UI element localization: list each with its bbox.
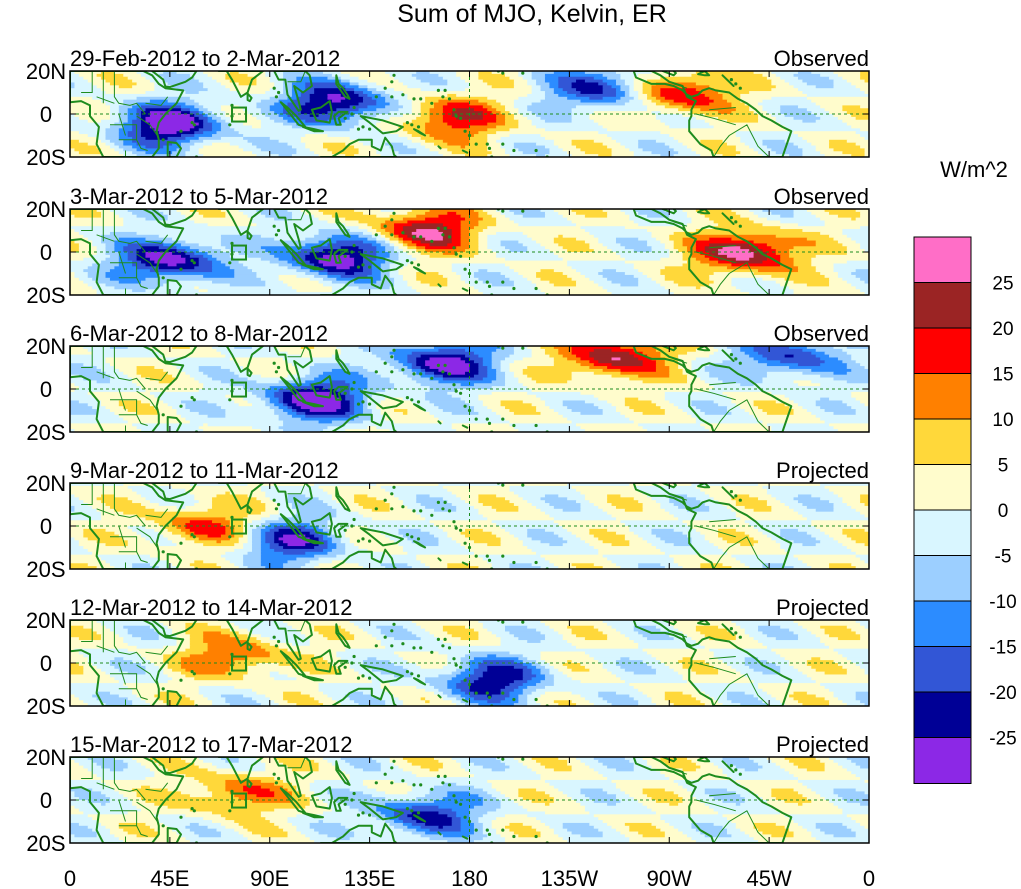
lat-label: 20S xyxy=(26,420,65,445)
lat-label: 20N xyxy=(26,197,66,222)
map-panel-1: 20N 0 20S 29-Feb-2012 to 2-Mar-2012 Observed xyxy=(26,46,870,170)
colorbar-swatch xyxy=(913,327,972,375)
region-box xyxy=(231,106,248,123)
lon-label: 135W xyxy=(541,866,599,889)
lat-label: 0 xyxy=(40,102,52,127)
colorbar-swatch xyxy=(913,691,972,739)
lat-label: 0 xyxy=(40,788,52,813)
map-panel-6: 20N 0 20S 15-Mar-2012 to 17-Mar-2012 Project… xyxy=(26,732,870,856)
lat-label: 0 xyxy=(40,377,52,402)
colorbar-label: 10 xyxy=(992,410,1013,431)
map-panel-4: 20N 0 20S 9-Mar-2012 to 11-Mar-2012 Projecte… xyxy=(26,458,870,582)
panel-date-range: 15-Mar-2012 to 17-Mar-2012 xyxy=(70,732,352,757)
colorbar: 25 20 15 10 5 0 -5 -10 -15 -20 -25 xyxy=(913,236,1017,784)
longitude-axis: 0 45E 90E 135E 180 135W 90W 45W 0 xyxy=(64,866,875,889)
colorbar-swatch xyxy=(913,464,972,511)
lat-label: 0 xyxy=(40,651,52,676)
colorbar-label: 25 xyxy=(992,274,1013,295)
olr-anomaly-field xyxy=(70,757,869,843)
lon-label: 45W xyxy=(747,866,792,889)
lon-label: 180 xyxy=(451,866,488,889)
map-panel-2: 20N 0 20S 3-Mar-2012 to 5-Mar-2012 Observed xyxy=(26,184,870,308)
colorbar-units: W/m^2 xyxy=(940,157,1008,182)
olr-anomaly-field xyxy=(70,346,869,432)
panel-date-range: 9-Mar-2012 to 11-Mar-2012 xyxy=(70,458,339,483)
region-box xyxy=(231,244,248,261)
olr-anomaly-field xyxy=(70,209,869,295)
colorbar-swatch xyxy=(913,646,972,693)
colorbar-label: -20 xyxy=(989,683,1016,704)
colorbar-label: 5 xyxy=(998,456,1009,477)
colorbar-swatch xyxy=(913,555,972,602)
colorbar-label: -25 xyxy=(989,729,1016,750)
lon-label: 0 xyxy=(863,866,875,889)
coastlines xyxy=(70,757,793,843)
colorbar-swatch xyxy=(913,373,972,420)
lat-label: 20S xyxy=(26,283,65,308)
map-panels: 20N 0 20S 29-Feb-2012 to 2-Mar-2012 Observed… xyxy=(26,46,870,856)
colorbar-label: 15 xyxy=(992,365,1013,386)
colorbar-swatch xyxy=(913,509,972,557)
coastlines xyxy=(70,346,793,432)
lon-label: 135E xyxy=(344,866,395,889)
lat-label: 20N xyxy=(26,334,66,359)
region-box xyxy=(231,655,248,672)
panel-date-range: 12-Mar-2012 to 14-Mar-2012 xyxy=(70,595,352,620)
map-panel-3: 20N 0 20S 6-Mar-2012 to 8-Mar-2012 Observed xyxy=(26,321,870,445)
lon-label: 90E xyxy=(250,866,289,889)
region-box xyxy=(231,518,248,535)
colorbar-label: -10 xyxy=(989,592,1016,613)
lat-label: 0 xyxy=(40,514,52,539)
coastlines xyxy=(70,483,793,569)
lat-label: 20S xyxy=(26,831,65,856)
colorbar-label: 20 xyxy=(992,319,1013,340)
lat-label: 0 xyxy=(40,240,52,265)
panel-status: Observed xyxy=(774,184,869,209)
colorbar-swatch xyxy=(913,282,972,329)
lat-label: 20S xyxy=(26,557,65,582)
lat-label: 20N xyxy=(26,608,66,633)
colorbar-label: -15 xyxy=(989,638,1016,659)
lat-label: 20S xyxy=(26,694,65,719)
lon-label: 0 xyxy=(64,866,76,889)
panel-status: Observed xyxy=(774,46,869,71)
colorbar-swatch xyxy=(913,418,972,466)
panel-status: Projected xyxy=(776,458,869,483)
colorbar-label: -5 xyxy=(995,547,1012,568)
colorbar-swatch xyxy=(913,236,972,284)
figure-title: Sum of MJO, Kelvin, ER xyxy=(397,0,667,28)
coastlines xyxy=(70,620,793,706)
map-panel-5: 20N 0 20S 12-Mar-2012 to 14-Mar-2012 Project… xyxy=(26,595,870,719)
lat-label: 20N xyxy=(26,471,66,496)
coastlines xyxy=(70,71,793,157)
panel-date-range: 29-Feb-2012 to 2-Mar-2012 xyxy=(70,46,340,71)
colorbar-swatch xyxy=(913,737,972,784)
coastlines xyxy=(70,209,793,295)
colorbar-swatch xyxy=(913,600,972,648)
colorbar-label: 0 xyxy=(998,501,1009,522)
panel-status: Observed xyxy=(774,321,869,346)
lon-label: 90W xyxy=(647,866,692,889)
panel-date-range: 6-Mar-2012 to 8-Mar-2012 xyxy=(70,321,328,346)
region-box xyxy=(231,381,248,398)
panel-date-range: 3-Mar-2012 to 5-Mar-2012 xyxy=(70,184,328,209)
region-box xyxy=(231,792,248,809)
lat-label: 20N xyxy=(26,59,66,84)
lon-label: 45E xyxy=(150,866,189,889)
panel-status: Projected xyxy=(776,595,869,620)
panel-status: Projected xyxy=(776,732,869,757)
lat-label: 20N xyxy=(26,745,66,770)
lat-label: 20S xyxy=(26,145,65,170)
